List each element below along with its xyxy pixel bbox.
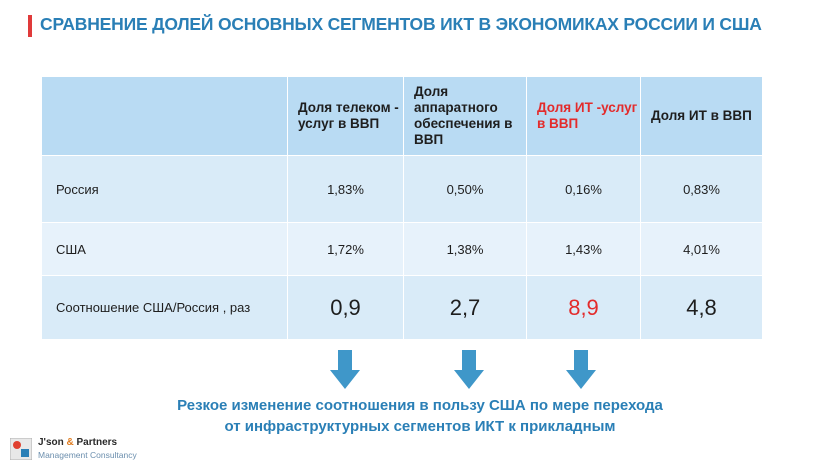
page-title: СРАВНЕНИЕ ДОЛЕЙ ОСНОВНЫХ СЕГМЕНТОВ ИКТ В… (40, 14, 762, 34)
table-cell: 0,50% (403, 155, 527, 223)
table-cell: 8,9 (526, 275, 641, 340)
table-header-row: Доля телеком - услуг в ВВП Доля аппаратн… (41, 76, 763, 156)
title-accent-bar (28, 15, 32, 37)
table-cell: 1,43% (526, 222, 641, 276)
row-label-usa: США (41, 222, 288, 276)
table-cell: 4,01% (640, 222, 763, 276)
table-cell: 0,16% (526, 155, 641, 223)
table-cell: 1,38% (403, 222, 527, 276)
table-row: США 1,72% 1,38% 1,43% 4,01% (41, 222, 763, 276)
header-hardware: Доля аппаратного обеспечения в ВВП (403, 76, 527, 156)
conclusion-line-1: Резкое изменение соотношения в пользу СШ… (177, 397, 663, 414)
header-it-services: Доля ИТ -услуг в ВВП (526, 76, 641, 156)
table-cell: 0,83% (640, 155, 763, 223)
table-row: Россия 1,83% 0,50% 0,16% 0,83% (41, 155, 763, 223)
table-row: Соотношение США/Россия , раз 0,9 2,7 8,9… (41, 275, 763, 340)
arrow-down-icon (566, 350, 596, 389)
table-cell: 2,7 (403, 275, 527, 340)
conclusion-line-2: от инфраструктурных сегментов ИКТ к прик… (224, 418, 616, 435)
header-cell-empty (41, 76, 288, 156)
table-cell: 4,8 (640, 275, 763, 340)
company-logo-subtitle: Management Consultancy (38, 450, 137, 460)
arrow-down-icon (330, 350, 360, 389)
row-label-ratio: Соотношение США/Россия , раз (41, 275, 288, 340)
table-cell: 1,72% (287, 222, 404, 276)
company-logo-name: J'son & Partners (38, 437, 118, 448)
header-it-total: Доля ИТ в ВВП (640, 76, 763, 156)
table-cell: 0,9 (287, 275, 404, 340)
comparison-table: Доля телеком - услуг в ВВП Доля аппаратн… (41, 76, 763, 340)
company-logo-icon (10, 438, 32, 460)
row-label-russia: Россия (41, 155, 288, 223)
header-telecom: Доля телеком - услуг в ВВП (287, 76, 404, 156)
table-cell: 1,83% (287, 155, 404, 223)
arrow-down-icon (454, 350, 484, 389)
